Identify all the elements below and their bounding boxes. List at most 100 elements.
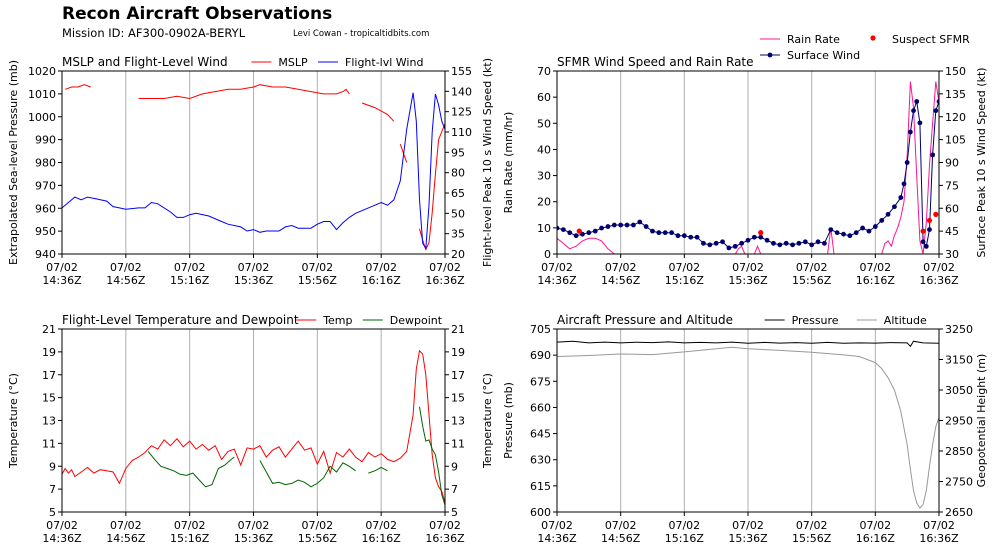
- x-tick-label: 15:16Z: [170, 532, 210, 545]
- x-tick-label: 07/02: [796, 519, 828, 532]
- y-tick-label: 660: [530, 401, 551, 414]
- data-point: [828, 227, 834, 233]
- y-tick-label: 675: [530, 375, 551, 388]
- page-title: Recon Aircraft Observations: [62, 4, 333, 24]
- y2-tick-label: 11: [451, 437, 465, 450]
- y2-axis-label: Temperature (°C): [481, 373, 494, 469]
- y2-tick-label: 30: [945, 248, 959, 261]
- legend-label: Rain Rate: [787, 33, 840, 46]
- data-point: [904, 160, 910, 165]
- y-tick-label: 60: [537, 91, 551, 104]
- data-point: [758, 234, 764, 240]
- chart-title: Flight-Level Temperature and Dewpoint: [62, 313, 299, 327]
- suspect-point: [920, 228, 926, 234]
- x-tick-label: 07/02: [429, 261, 461, 274]
- x-tick-label: 07/02: [668, 261, 700, 274]
- data-point: [802, 239, 808, 245]
- y2-tick-label: 5: [451, 506, 458, 519]
- x-tick-label: 16:16Z: [856, 532, 896, 545]
- suspect-point: [933, 211, 939, 217]
- data-point: [914, 99, 920, 104]
- data-point: [847, 233, 853, 239]
- x-tick-label: 15:16Z: [665, 274, 705, 287]
- data-point: [643, 224, 649, 229]
- data-point: [927, 227, 932, 233]
- y-tick-label: 20: [537, 196, 551, 209]
- data-point: [892, 204, 897, 210]
- x-tick-label: 07/02: [238, 519, 270, 532]
- x-tick-label: 07/02: [301, 261, 333, 274]
- data-point: [739, 240, 745, 246]
- data-point: [662, 230, 668, 236]
- series-line: [753, 244, 762, 254]
- y-tick-label: 10: [537, 222, 551, 235]
- series-line: [419, 406, 445, 506]
- x-tick-label: 16:16Z: [362, 532, 402, 545]
- x-tick-label: 16:36Z: [425, 274, 465, 287]
- series-pressure: [557, 340, 939, 348]
- series-line: [147, 451, 235, 488]
- x-tick-label: 15:56Z: [792, 532, 832, 545]
- y-tick-label: 0: [544, 248, 551, 261]
- x-tick-label: 07/02: [605, 261, 637, 274]
- y2-tick-label: 110: [451, 126, 472, 139]
- y2-tick-label: 140: [451, 85, 472, 98]
- chart-alt: 600 615 630 645 660 675 690 705 2650 2750 2850 2950…: [502, 313, 988, 545]
- legend: MSLP Flight-lvl Wind: [251, 56, 423, 69]
- x-tick-label: 15:16Z: [170, 274, 210, 287]
- data-point: [656, 230, 662, 236]
- y-tick-label: 630: [530, 454, 551, 467]
- data-point: [745, 237, 751, 243]
- x-tick-label: 07/02: [923, 519, 955, 532]
- y2-tick-label: 15: [451, 392, 465, 405]
- y-tick-label: 13: [42, 415, 56, 428]
- y-tick-label: 1000: [28, 111, 56, 124]
- y-tick-label: 5: [49, 506, 56, 519]
- data-point: [815, 239, 821, 245]
- x-tick-label: 07/02: [732, 519, 764, 532]
- y2-tick-label: 17: [451, 369, 465, 382]
- y2-tick-label: 65: [451, 187, 465, 200]
- series-line: [138, 84, 350, 100]
- data-point: [599, 225, 604, 231]
- x-tick-label: 15:16Z: [665, 532, 705, 545]
- data-point: [567, 230, 573, 236]
- x-tick-label: 07/02: [732, 261, 764, 274]
- legend-label: Dewpoint: [390, 314, 443, 327]
- data-point: [777, 242, 783, 248]
- legend-label: Surface Wind: [787, 49, 860, 62]
- chart-sfmr: 0 10 20 30 40 50 60 70 30 45 60 75 90 105 120 135 150 07/…: [502, 33, 988, 287]
- y-tick-label: 11: [42, 437, 56, 450]
- y-tick-label: 17: [42, 369, 56, 382]
- series-temp: [62, 349, 445, 504]
- x-tick-label: 07/02: [174, 261, 206, 274]
- series-line: [881, 81, 939, 254]
- chart-temp: 57911131517192157911131517192107/0214:36…: [7, 313, 494, 545]
- x-tick-label: 16:36Z: [425, 532, 465, 545]
- series-line: [557, 340, 939, 348]
- data-point: [790, 242, 795, 248]
- legend-label: Altitude: [884, 314, 927, 327]
- legend: Temp Dewpoint: [296, 314, 443, 327]
- x-tick-label: 15:36Z: [728, 532, 768, 545]
- x-tick-label: 15:36Z: [234, 274, 274, 287]
- chart-mslp: 940 950 960 970 980 990 1000 1010 1020 20 35 50 65 80…: [7, 55, 494, 287]
- y-tick-label: 15: [42, 392, 56, 405]
- x-tick-label: 07/02: [365, 519, 397, 532]
- data-point: [675, 233, 681, 239]
- x-tick-label: 14:56Z: [601, 274, 641, 287]
- x-tick-label: 14:56Z: [601, 532, 641, 545]
- y2-tick-label: 125: [451, 106, 472, 119]
- data-point: [751, 234, 757, 240]
- data-point: [834, 230, 840, 236]
- y-tick-label: 1010: [28, 88, 56, 101]
- data-point: [853, 230, 859, 236]
- y2-tick-label: 150: [945, 65, 966, 78]
- y-tick-label: 50: [537, 117, 551, 130]
- x-tick-label: 15:36Z: [234, 532, 274, 545]
- y-tick-label: 615: [530, 480, 551, 493]
- series-suspect-sfmr: [576, 211, 939, 236]
- data-point: [907, 129, 913, 135]
- data-point: [573, 233, 579, 239]
